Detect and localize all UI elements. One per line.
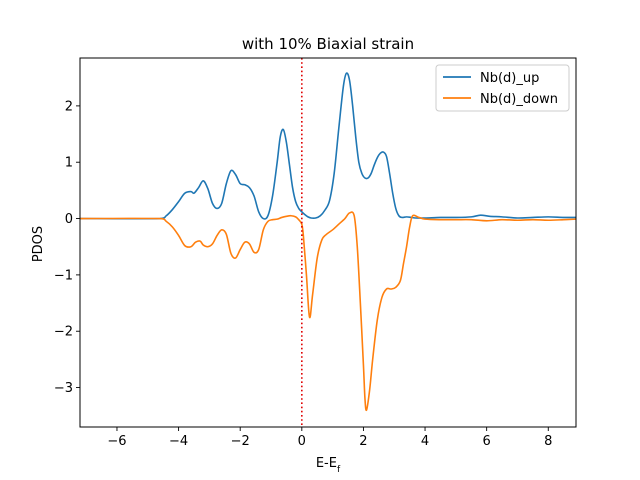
y-tick-label: 1 [65,156,73,171]
x-tick-label: −6 [107,434,126,449]
legend-label: Nb(d)_up [480,71,539,86]
x-tick-label: 6 [483,434,491,449]
y-tick-label: −3 [54,381,73,396]
x-tick-label: −2 [231,434,250,449]
x-tick-label: 8 [544,434,552,449]
x-tick-label: 4 [421,434,429,449]
y-tick-label: 0 [65,212,73,227]
axes-frame [79,57,577,428]
x-axis-label: E-Ef [316,456,341,475]
y-tick-label: 2 [65,99,73,114]
x-axis-label-subscript: f [337,465,341,475]
x-tick-label: 0 [298,434,306,449]
y-axis-label: PDOS [31,226,46,262]
legend: Nb(d)_up Nb(d)_down [435,64,570,112]
chart-title: with 10% Biaxial strain [242,35,414,53]
x-axis-label-main: E-E [316,456,337,471]
series-group [80,58,576,427]
legend-label: Nb(d)_down [480,92,558,107]
y-tick-label: −2 [54,325,73,340]
series-line-nb-d-down [80,211,576,412]
y-tick-label: −1 [54,268,73,283]
x-tick-label: −4 [169,434,188,449]
x-tick-label: 2 [359,434,367,449]
plot-area: −6 −4 −2 0 2 4 6 8 −3 −2 −1 0 1 2 Nb(d)_up Nb(d)_down [54,57,577,449]
